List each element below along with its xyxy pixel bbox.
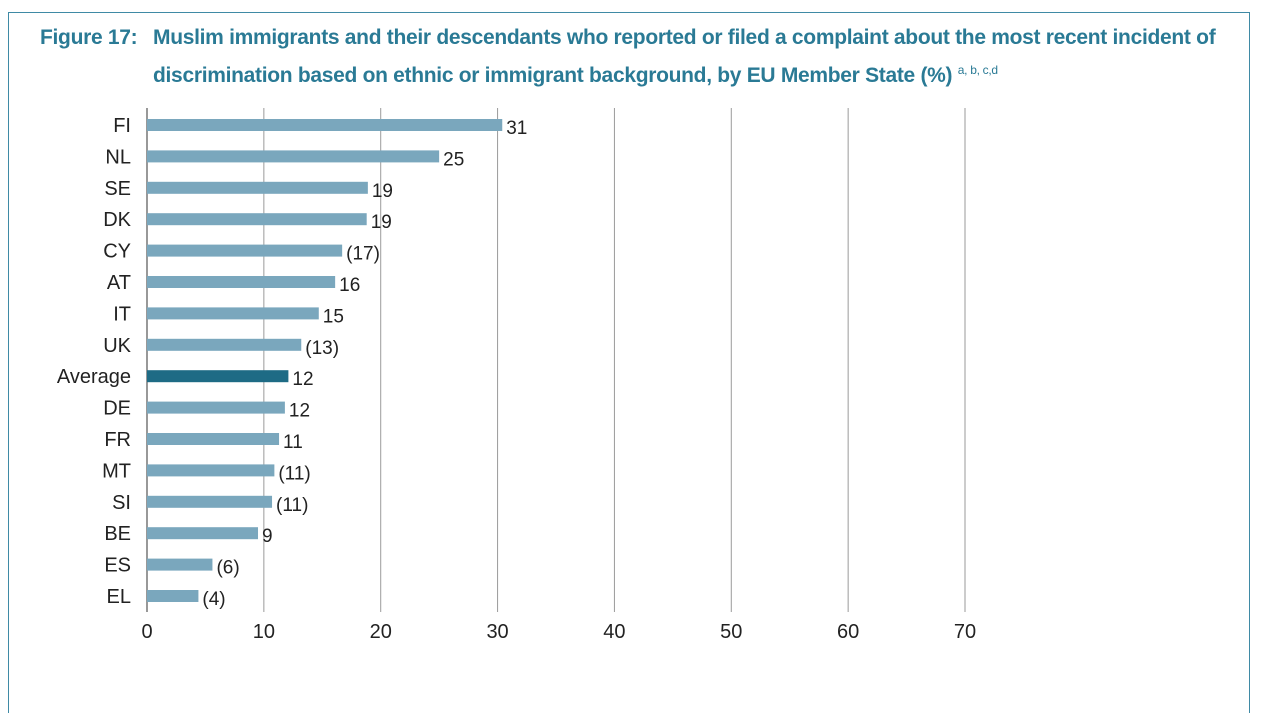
category-label: EL bbox=[107, 586, 131, 608]
bar-uk bbox=[147, 338, 302, 351]
data-label: 15 bbox=[323, 306, 344, 327]
data-label: 25 bbox=[443, 149, 464, 170]
data-label: 9 bbox=[262, 526, 273, 547]
category-label: AT bbox=[107, 272, 131, 294]
category-label: DE bbox=[103, 398, 131, 420]
category-label: MT bbox=[102, 460, 131, 482]
x-tick-label: 60 bbox=[837, 621, 859, 643]
bar-si bbox=[147, 495, 273, 508]
data-label: (17) bbox=[346, 244, 380, 265]
x-tick-label: 10 bbox=[253, 621, 275, 643]
bar-de bbox=[147, 401, 285, 414]
category-label: FI bbox=[113, 115, 131, 137]
bar-be bbox=[147, 527, 259, 540]
bar-mt bbox=[147, 464, 275, 477]
category-label: SI bbox=[112, 492, 131, 514]
data-label: 12 bbox=[289, 401, 310, 422]
bar-se bbox=[147, 181, 368, 194]
bar-el bbox=[147, 590, 199, 602]
category-label: FR bbox=[104, 429, 131, 451]
category-label: UK bbox=[103, 335, 131, 357]
x-tick-label: 40 bbox=[603, 621, 625, 643]
bar-dk bbox=[147, 213, 367, 226]
data-label: 11 bbox=[283, 432, 303, 453]
bar-average bbox=[147, 370, 289, 383]
category-label: DK bbox=[103, 209, 131, 231]
category-label: CY bbox=[103, 241, 131, 263]
category-label: NL bbox=[105, 146, 131, 168]
x-tick-label: 0 bbox=[141, 621, 152, 643]
figure-frame bbox=[8, 12, 1250, 713]
bar-nl bbox=[147, 150, 440, 163]
category-label: SE bbox=[104, 178, 131, 200]
data-label: (13) bbox=[305, 338, 339, 359]
category-label: BE bbox=[104, 523, 131, 545]
data-label: (11) bbox=[278, 463, 310, 484]
data-label: (11) bbox=[276, 495, 308, 516]
bar-fi bbox=[147, 119, 503, 131]
data-label: (4) bbox=[202, 589, 225, 610]
x-tick-label: 70 bbox=[954, 621, 976, 643]
category-label: Average bbox=[57, 366, 131, 388]
category-label: IT bbox=[113, 303, 131, 325]
bar-cy bbox=[147, 244, 343, 257]
title-footnotes: a, b, c,d bbox=[957, 63, 998, 77]
data-label: 16 bbox=[339, 275, 360, 296]
x-tick-label: 20 bbox=[370, 621, 392, 643]
data-label: 19 bbox=[371, 212, 392, 233]
bar-chart: 0 10 20 30 40 50 60 70 FI 31 NL 25 SE 19 DK 19 CY (17) AT 1… bbox=[57, 108, 976, 643]
data-label: 12 bbox=[292, 369, 313, 390]
bar-at bbox=[147, 276, 336, 288]
data-label: 19 bbox=[372, 181, 393, 202]
bar-es bbox=[147, 558, 213, 571]
title-text: Muslim immigrants and their descendants … bbox=[153, 26, 1216, 87]
category-label: ES bbox=[104, 555, 131, 577]
data-label: (6) bbox=[216, 558, 239, 579]
bar-fr bbox=[147, 433, 280, 445]
data-label: 31 bbox=[506, 118, 527, 139]
bar-it bbox=[147, 307, 319, 320]
x-tick-label: 30 bbox=[486, 621, 508, 643]
figure-label: Figure 17: bbox=[40, 26, 138, 49]
x-tick-label: 50 bbox=[720, 621, 742, 643]
